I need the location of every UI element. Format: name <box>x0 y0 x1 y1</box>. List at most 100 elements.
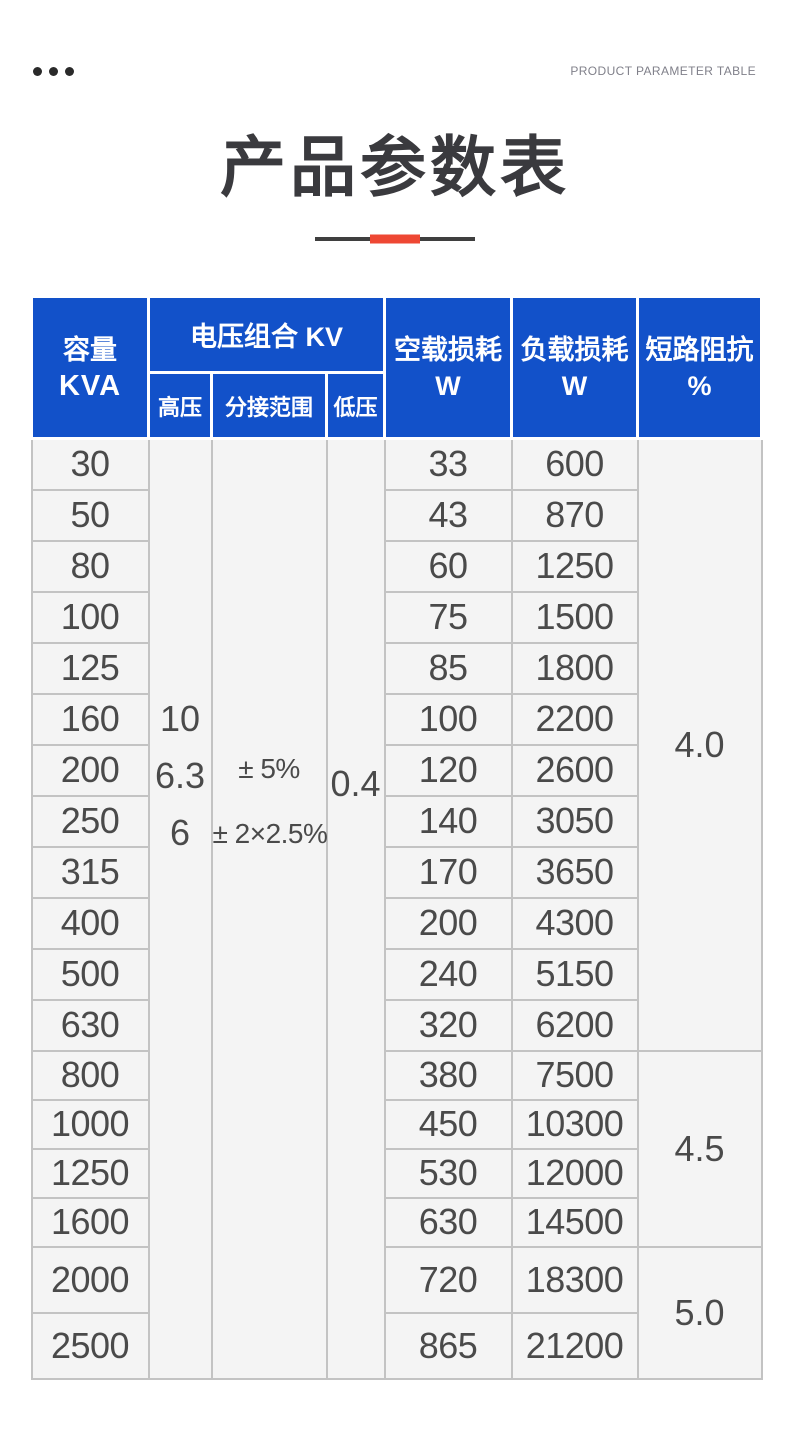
title-underline-red-accent <box>370 234 420 244</box>
capacity-cell: 630 <box>30 998 150 1052</box>
load-loss-cell: 7500 <box>510 1049 639 1101</box>
table-row: 800 380 7500 4.5 <box>30 1049 763 1248</box>
col-header-no-load-loss: 空载损耗 W <box>383 295 514 440</box>
capacity-cell: 200 <box>30 743 150 797</box>
top-bar: PRODUCT PARAMETER TABLE <box>33 60 756 82</box>
table-row: 30 10 6.3 6 ± 5% ± 2×2.5% 0.4 33 600 4.0 <box>30 437 763 1380</box>
tap-range-value: ± 2×2.5% <box>212 818 328 849</box>
low-voltage-merged-cell: 0.4 <box>325 437 386 1380</box>
capacity-cell: 2500 <box>30 1311 150 1380</box>
table-row: 250 140 3050 <box>30 794 762 848</box>
load-loss-cell: 4300 <box>510 896 639 950</box>
capacity-cell: 160 <box>30 692 150 746</box>
load-loss-cell: 1800 <box>510 641 639 695</box>
col-header-load-loss: 负载损耗 W <box>510 295 640 440</box>
col-header-high-voltage: 高压 <box>147 371 213 440</box>
load-loss-cell: 2600 <box>510 743 639 797</box>
table-row: 50 43 870 <box>30 488 762 542</box>
table-row: 125 85 1800 <box>30 641 762 695</box>
table-row: 100 75 1500 <box>30 590 762 644</box>
table-row: 80 60 1250 <box>30 539 762 593</box>
load-loss-cell: 3050 <box>510 794 639 848</box>
load-loss-cell: 18300 <box>510 1245 639 1314</box>
load-loss-label: 负载损耗 <box>520 334 629 365</box>
tap-range-value: ± 5% <box>238 753 300 784</box>
capacity-cell: 1250 <box>30 1147 150 1199</box>
no-load-loss-cell: 200 <box>383 896 513 950</box>
capacity-cell: 30 <box>30 437 150 491</box>
dot-icon <box>49 66 58 76</box>
high-voltage-value: 10 <box>159 698 201 739</box>
capacity-cell: 1000 <box>30 1098 150 1150</box>
capacity-cell: 500 <box>30 947 150 1001</box>
load-loss-cell: 14500 <box>510 1196 639 1248</box>
capacity-cell: 400 <box>30 896 150 950</box>
no-load-loss-cell: 75 <box>383 590 513 644</box>
no-load-loss-cell: 865 <box>383 1311 513 1380</box>
load-loss-cell: 870 <box>510 488 639 542</box>
impedance-unit: % <box>687 370 712 401</box>
load-loss-cell: 10300 <box>510 1098 639 1150</box>
no-load-loss-cell: 170 <box>383 845 513 899</box>
table-row: 1250 530 12000 <box>30 1147 762 1199</box>
high-voltage-value: 6.3 <box>154 755 206 796</box>
dot-icon <box>33 66 42 76</box>
table-row: 630 320 6200 <box>30 998 762 1052</box>
col-header-low-voltage: 低压 <box>324 371 387 440</box>
no-load-loss-cell: 43 <box>383 488 513 542</box>
table-row: 400 200 4300 <box>30 896 762 950</box>
no-load-loss-cell: 33 <box>383 437 513 491</box>
header-row-sub: 高压 分接范围 低压 <box>32 371 762 440</box>
menu-dots-icon <box>33 66 74 76</box>
load-loss-cell: 21200 <box>510 1311 639 1380</box>
no-load-loss-unit: W <box>435 370 461 401</box>
load-loss-cell: 5150 <box>510 947 639 1001</box>
no-load-loss-cell: 450 <box>383 1098 513 1150</box>
table-row: 1000 450 10300 <box>30 1098 762 1150</box>
impedance-cell: 5.0 <box>636 1245 763 1380</box>
table-body: 30 10 6.3 6 ± 5% ± 2×2.5% 0.4 33 600 4.0 <box>30 437 763 1380</box>
high-voltage-merged-cell: 10 6.3 6 <box>147 437 213 1380</box>
capacity-cell: 125 <box>30 641 150 695</box>
capacity-cell: 100 <box>30 590 150 644</box>
top-right-label: PRODUCT PARAMETER TABLE <box>570 64 756 78</box>
no-load-loss-cell: 530 <box>383 1147 513 1199</box>
load-loss-cell: 2200 <box>510 692 639 746</box>
no-load-loss-cell: 380 <box>383 1049 513 1101</box>
tap-range-merged-cell: ± 5% ± 2×2.5% <box>210 437 328 1380</box>
capacity-unit-label: KVA <box>58 369 122 402</box>
table-row: 2000 720 18300 5.0 <box>30 1245 763 1380</box>
no-load-loss-label: 空载损耗 <box>394 334 503 365</box>
table-header: 容量 KVA 电压组合 KV 空载损耗 W 负载损耗 W 短路阻抗 % 高 <box>30 295 764 440</box>
impedance-label: 短路阻抗 <box>645 334 754 365</box>
no-load-loss-cell: 85 <box>383 641 513 695</box>
col-header-voltage-combo: 电压组合 KV <box>146 295 387 374</box>
load-loss-cell: 6200 <box>510 998 639 1052</box>
col-header-capacity: 容量 KVA <box>30 295 150 440</box>
impedance-cell: 4.0 <box>636 437 763 1052</box>
capacity-label: 容量 <box>63 334 117 365</box>
table-row: 200 120 2600 <box>30 743 762 797</box>
col-header-tap-range: 分接范围 <box>210 371 328 440</box>
no-load-loss-cell: 240 <box>383 947 513 1001</box>
no-load-loss-cell: 100 <box>383 692 513 746</box>
capacity-cell: 1600 <box>30 1196 150 1248</box>
dot-icon <box>65 66 74 76</box>
page-title: 产品参数表 <box>220 130 570 204</box>
capacity-cell: 250 <box>30 794 150 848</box>
table-row: 2500 865 21200 <box>30 1311 762 1380</box>
high-voltage-value: 6 <box>169 812 191 853</box>
load-loss-cell: 1500 <box>510 590 639 644</box>
capacity-cell: 315 <box>30 845 150 899</box>
product-parameter-table: 容量 KVA 电压组合 KV 空载损耗 W 负载损耗 W 短路阻抗 % 高 <box>30 295 764 1380</box>
table-row: 1600 630 14500 <box>30 1196 762 1248</box>
no-load-loss-cell: 630 <box>383 1196 513 1248</box>
no-load-loss-cell: 120 <box>383 743 513 797</box>
capacity-cell: 80 <box>30 539 150 593</box>
table-row: 500 240 5150 <box>30 947 762 1001</box>
capacity-cell: 800 <box>30 1049 150 1101</box>
table-row: 315 170 3650 <box>30 845 762 899</box>
table-row: 160 100 2200 <box>30 692 762 746</box>
no-load-loss-cell: 60 <box>383 539 513 593</box>
